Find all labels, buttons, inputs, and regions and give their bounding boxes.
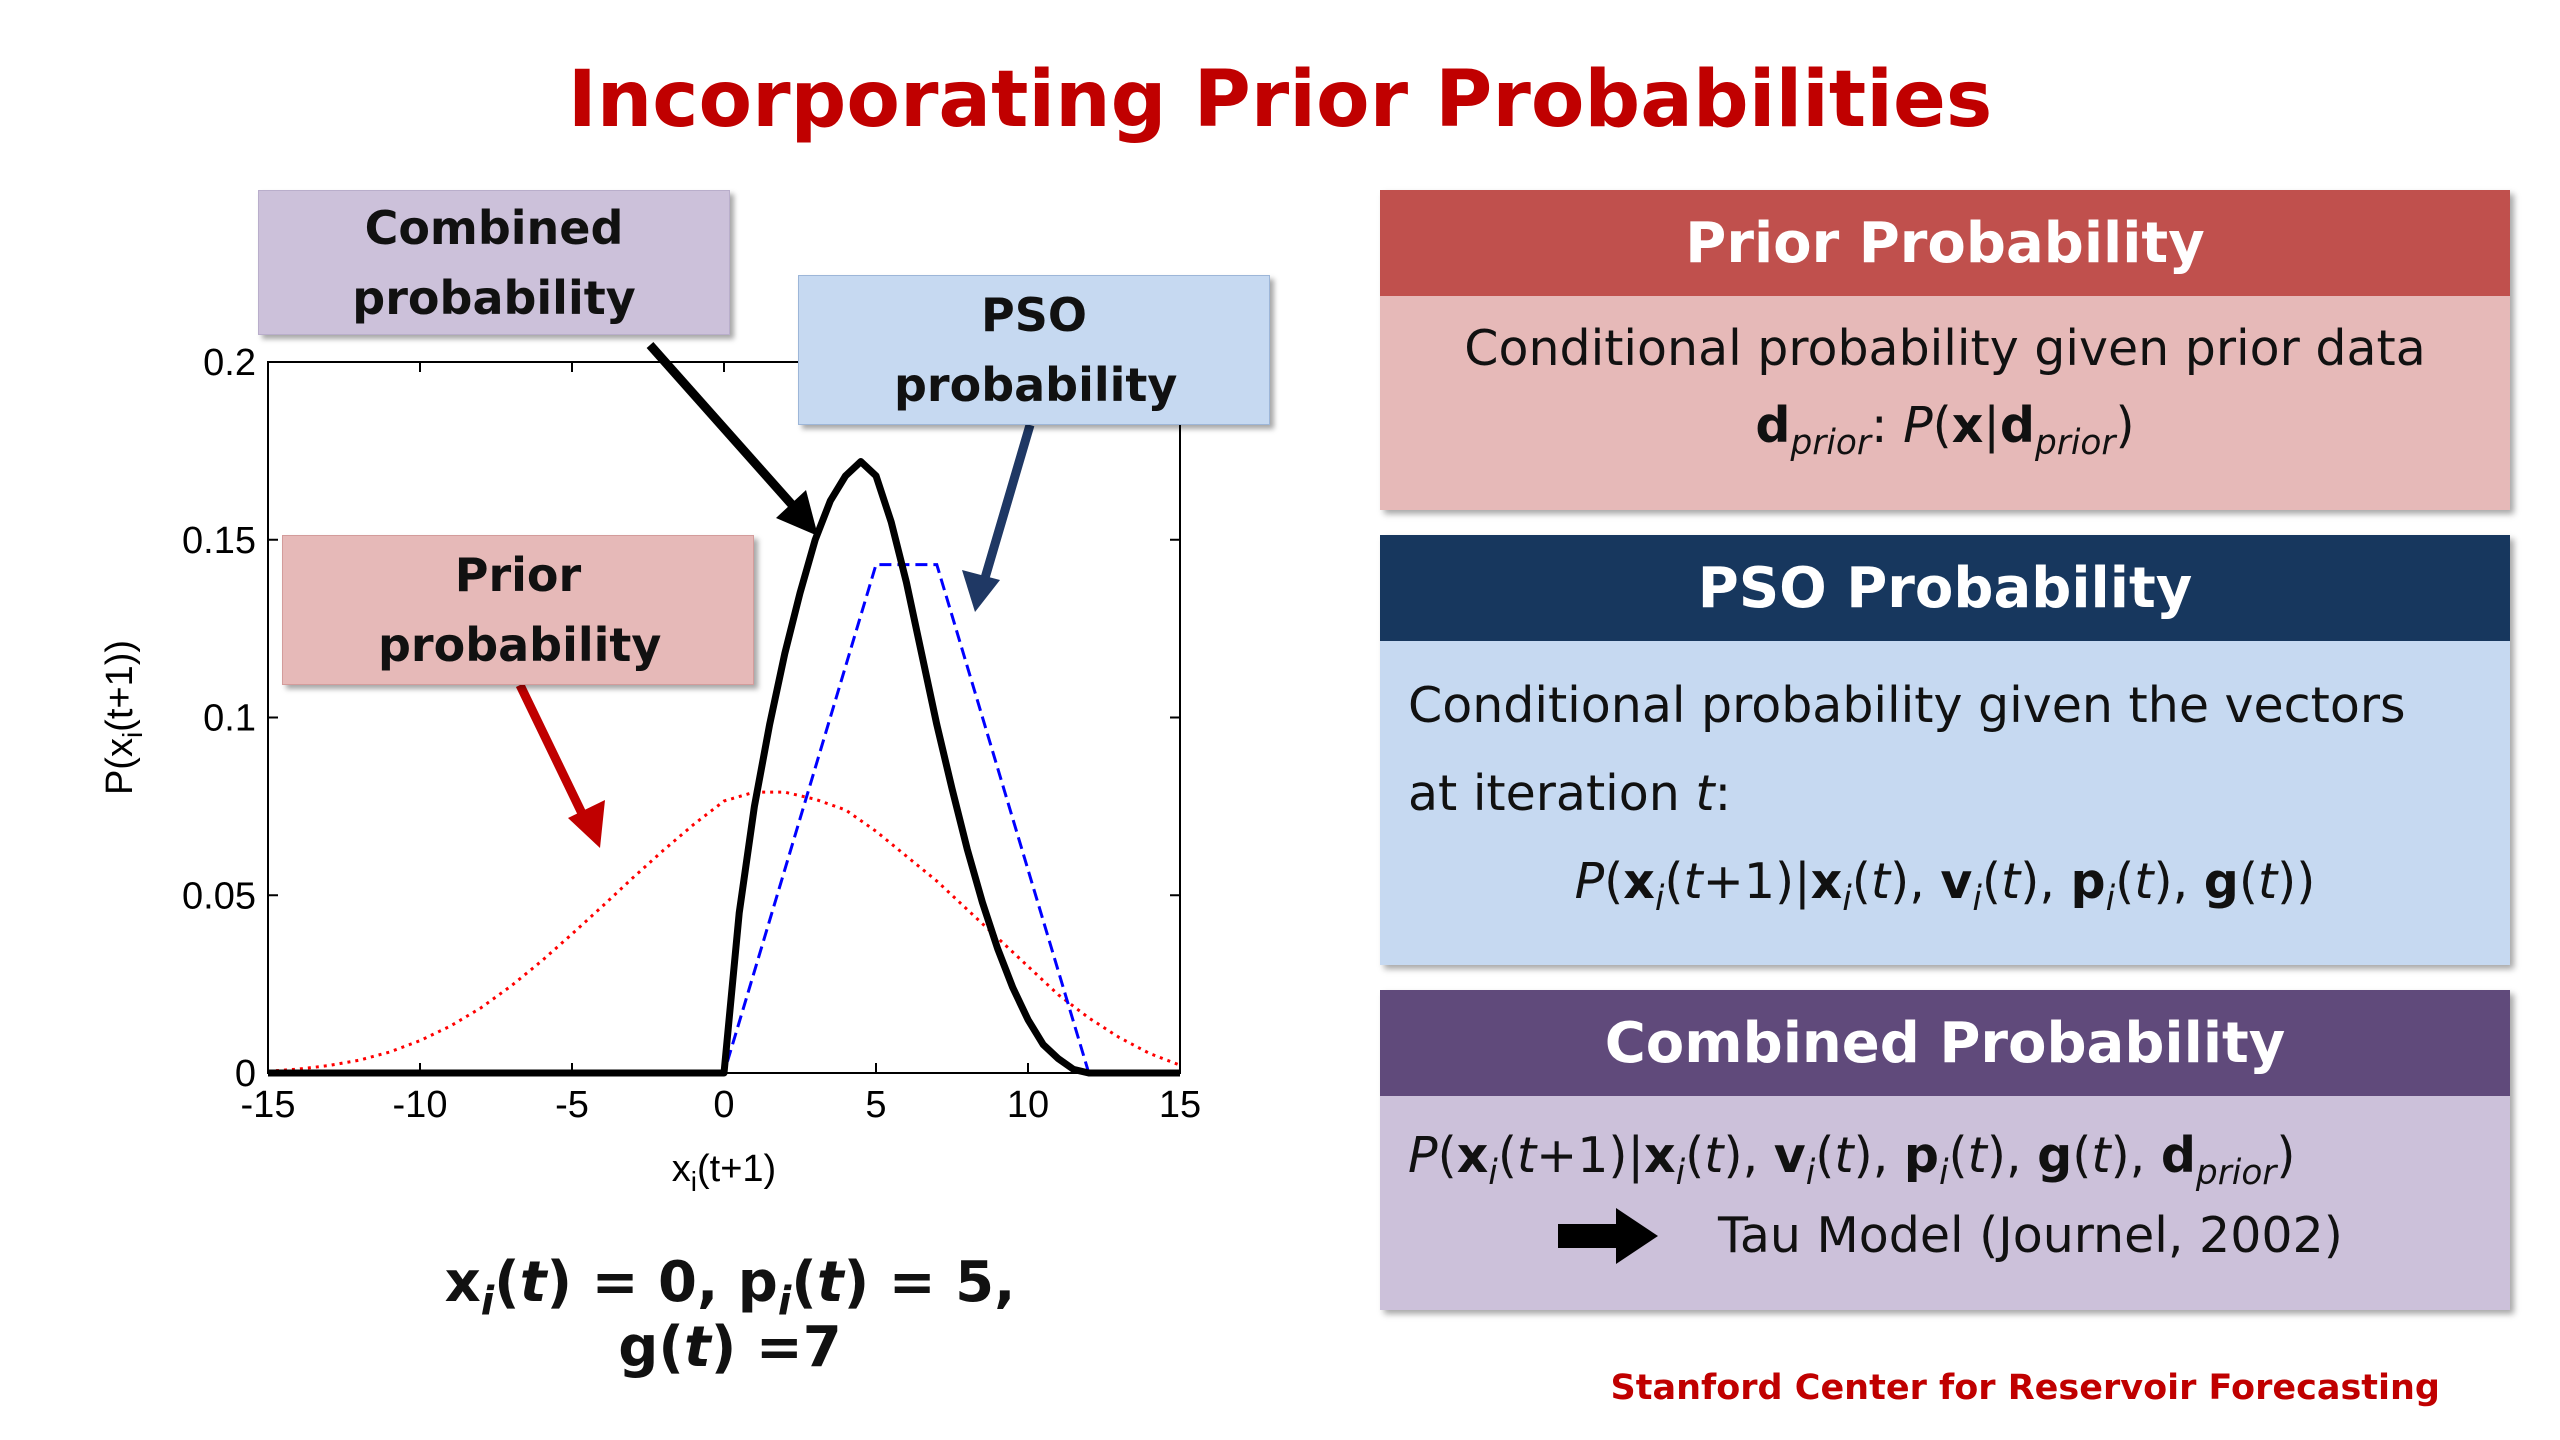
tau-model-text: Tau Model (Journel, 2002) bbox=[1718, 1207, 2343, 1264]
x-tick-label: 5 bbox=[865, 1084, 886, 1126]
prior-probability-curve bbox=[267, 790, 1181, 1073]
pso-arrow-head bbox=[962, 570, 1000, 612]
combined-arrow-head bbox=[776, 490, 818, 536]
pso-panel-text-2: at iteration t: bbox=[1408, 765, 1732, 822]
pso-panel-text: Conditional probability given the vector… bbox=[1408, 677, 2406, 734]
y-tick-label: 0.05 bbox=[182, 875, 256, 917]
prior-callout: Prior probability bbox=[282, 535, 754, 685]
x-tick-label: -15 bbox=[241, 1084, 296, 1126]
prior-panel-text: Conditional probability given prior data bbox=[1464, 320, 2426, 377]
prior-callout-text: Prior probability bbox=[378, 548, 662, 672]
right-arrow-icon bbox=[1558, 1208, 1658, 1264]
pso-panel-equation: P(xi(t+1)|xi(t), vi(t), pi(t), g(t)) bbox=[1574, 853, 2316, 919]
combined-callout-text: Combined probability bbox=[352, 201, 636, 325]
x-tick-label: -10 bbox=[393, 1084, 448, 1126]
prior-panel: Prior Probability Conditional probabilit… bbox=[1380, 190, 2510, 510]
prior-arrow-head bbox=[568, 800, 605, 848]
x-tick-label: 15 bbox=[1159, 1084, 1201, 1126]
prior-panel-body: Conditional probability given prior data… bbox=[1380, 296, 2510, 510]
pso-panel-body: Conditional probability given the vector… bbox=[1380, 641, 2510, 965]
y-tick-label: 0 bbox=[235, 1053, 256, 1095]
prior-panel-equation: dprior: P(x|dprior) bbox=[1755, 397, 2135, 463]
combined-arrow bbox=[646, 342, 814, 528]
prior-arrow bbox=[515, 683, 595, 832]
x-axis-label: xi(t+1) bbox=[672, 1148, 776, 1197]
combined-panel: Combined Probability P(xi(t+1)|xi(t), vi… bbox=[1380, 990, 2510, 1310]
x-tick-label: -5 bbox=[555, 1084, 589, 1126]
tau-model-line: Tau Model (Journel, 2002) bbox=[1408, 1206, 2510, 1266]
x-tick-label: 0 bbox=[713, 1084, 734, 1126]
combined-panel-body: P(xi(t+1)|xi(t), vi(t), pi(t), g(t), dpr… bbox=[1380, 1096, 2510, 1310]
slide-title: Incorporating Prior Probabilities bbox=[567, 55, 1993, 145]
prior-panel-header: Prior Probability bbox=[1380, 190, 2510, 296]
pso-panel-header: PSO Probability bbox=[1380, 535, 2510, 641]
y-tick-label: 0.1 bbox=[203, 698, 256, 740]
pso-callout: PSO probability bbox=[798, 275, 1270, 425]
combined-panel-header: Combined Probability bbox=[1380, 990, 2510, 1096]
parameter-values: xi(t) = 0, pi(t) = 5, g(t) =7 bbox=[444, 1250, 1016, 1380]
pso-callout-text: PSO probability bbox=[894, 288, 1178, 412]
footer-credit: Stanford Center for Reservoir Forecastin… bbox=[1610, 1368, 2440, 1408]
pso-panel: PSO Probability Conditional probability … bbox=[1380, 535, 2510, 965]
y-axis-label: P(xi(t+1)) bbox=[99, 640, 148, 795]
plot-area bbox=[267, 361, 1181, 1074]
combined-panel-equation: P(xi(t+1)|xi(t), vi(t), pi(t), g(t), dpr… bbox=[1408, 1127, 2296, 1193]
pso-arrow bbox=[975, 423, 1035, 597]
y-tick-label: 0.2 bbox=[203, 342, 256, 384]
y-tick-label: 0.15 bbox=[182, 520, 256, 562]
combined-callout: Combined probability bbox=[258, 190, 730, 335]
x-tick-label: 10 bbox=[1007, 1084, 1049, 1126]
combined-probability-curve bbox=[268, 458, 1180, 1077]
